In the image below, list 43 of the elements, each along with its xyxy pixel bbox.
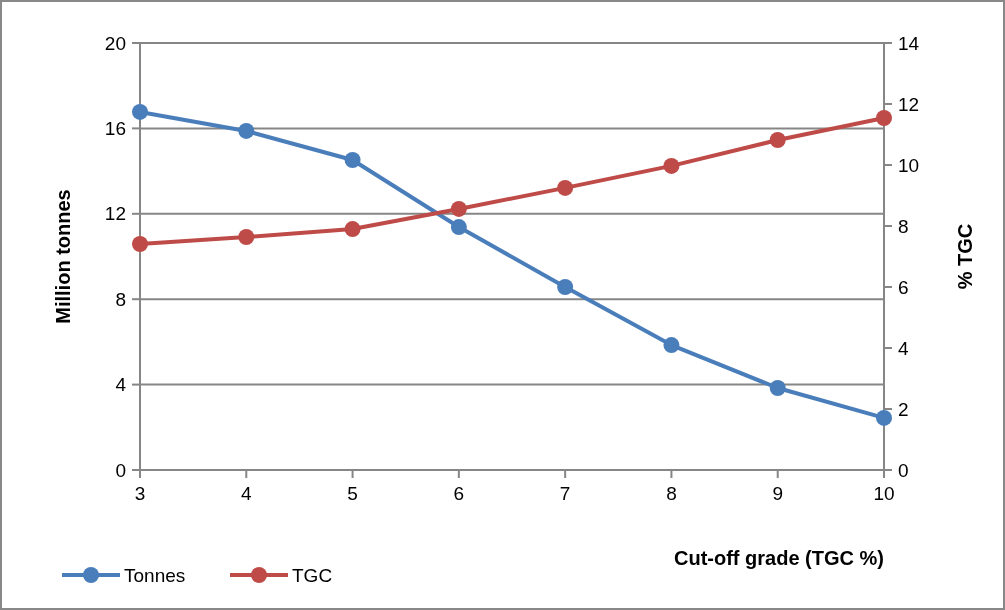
point [344,152,361,168]
point [557,179,574,196]
point [132,103,148,120]
legend-label: TGC [292,564,333,586]
point [450,219,467,236]
x-tick-label: 9 [772,483,783,504]
point [344,221,361,238]
y2-tick-label: 0 [898,459,909,481]
y2-tick-label: 8 [898,215,909,237]
point [450,200,467,217]
legend-label: Tonnes [124,564,186,586]
x-tick-label: 8 [666,483,677,504]
y-tick-label: 0 [115,459,126,481]
x-tick-label: 10 [873,483,895,504]
x-tick-label: 6 [453,483,465,504]
point [132,236,148,252]
y-tick-label: 8 [115,288,126,310]
y-tick-label: 16 [104,118,126,140]
y-tick-label: 4 [115,374,127,396]
x-tick-label: 4 [241,483,252,504]
point [769,131,786,148]
point [876,409,892,426]
y-tick-label: 20 [104,32,126,54]
point [238,228,255,245]
y2-tick-label: 2 [898,398,909,420]
y-axis-title: Million tonnes [52,189,74,324]
y2-tick-label: 4 [898,337,909,359]
y2-tick-label: 14 [898,32,920,54]
y2-tick-label: 10 [898,154,920,176]
y2-tick-label: 12 [898,93,920,115]
point [876,110,892,127]
x-axis-title: Cut-off grade (TGC %) [674,547,884,569]
point [238,122,255,139]
y2-tick-label: 6 [898,276,909,298]
x-tick-label: 3 [134,483,146,504]
point [769,380,786,397]
point [663,157,680,174]
y-tick-label: 12 [104,203,126,225]
y2-axis-title: % TGC [954,223,976,290]
x-tick-label: 5 [347,483,358,504]
x-tick-label: 7 [559,483,571,504]
point [663,337,680,354]
point [557,279,574,296]
